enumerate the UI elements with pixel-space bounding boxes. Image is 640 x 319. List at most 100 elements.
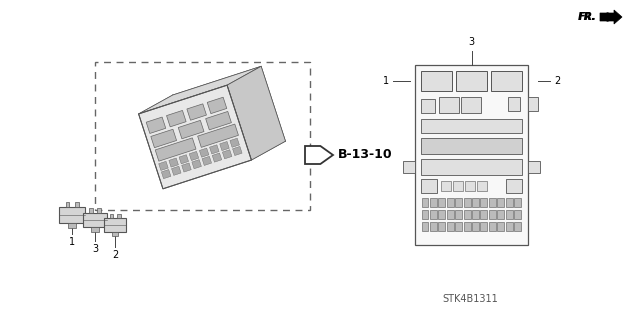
Polygon shape (155, 138, 196, 161)
Bar (481, 198, 487, 207)
Polygon shape (172, 166, 181, 175)
Polygon shape (139, 66, 261, 114)
Bar (465, 181, 475, 191)
Bar (441, 181, 451, 191)
Bar (112, 232, 118, 236)
Bar (422, 210, 428, 219)
Polygon shape (161, 170, 171, 179)
Polygon shape (227, 66, 285, 160)
Bar (489, 198, 496, 207)
Polygon shape (305, 146, 333, 164)
Bar (421, 119, 522, 133)
Bar (422, 198, 428, 207)
Bar (438, 222, 445, 231)
Bar (430, 210, 437, 219)
Bar (89, 208, 93, 213)
Bar (92, 227, 99, 232)
Bar (514, 222, 521, 231)
Bar (447, 222, 454, 231)
Bar (463, 210, 470, 219)
Bar (403, 161, 415, 173)
Bar (455, 222, 462, 231)
Polygon shape (209, 145, 219, 154)
Bar (461, 97, 481, 113)
Polygon shape (179, 155, 189, 164)
Bar (489, 210, 496, 219)
Bar (438, 210, 445, 219)
Text: STK4B1311: STK4B1311 (442, 294, 498, 304)
Polygon shape (200, 148, 209, 157)
Bar (447, 198, 454, 207)
Polygon shape (139, 85, 252, 189)
Bar (438, 198, 445, 207)
Polygon shape (232, 146, 242, 156)
Bar (68, 223, 76, 228)
Bar (439, 97, 459, 113)
Bar (422, 222, 428, 231)
Bar (506, 210, 513, 219)
Polygon shape (166, 110, 186, 127)
Text: 1: 1 (69, 237, 75, 247)
Text: FR.: FR. (579, 12, 597, 22)
Text: 2: 2 (112, 250, 118, 260)
Bar (109, 214, 113, 219)
Polygon shape (205, 111, 232, 130)
Bar (472, 222, 479, 231)
Bar (506, 179, 522, 193)
Bar (506, 222, 513, 231)
Bar (430, 222, 437, 231)
Text: 3: 3 (92, 244, 98, 254)
Text: 3: 3 (468, 37, 475, 47)
Bar (514, 210, 521, 219)
Bar (421, 179, 437, 193)
Bar (430, 198, 437, 207)
Polygon shape (230, 138, 239, 147)
Bar (104, 219, 126, 232)
Text: B-13-10: B-13-10 (338, 149, 392, 161)
Bar (481, 222, 487, 231)
Bar (83, 213, 107, 227)
Polygon shape (198, 124, 239, 147)
Polygon shape (187, 104, 207, 120)
Polygon shape (207, 97, 227, 114)
Bar (75, 202, 79, 207)
Polygon shape (178, 120, 204, 139)
Bar (528, 161, 540, 173)
Bar (497, 222, 504, 231)
Bar (421, 138, 522, 154)
Bar (472, 210, 479, 219)
Bar (421, 71, 452, 91)
Bar (59, 207, 85, 223)
Polygon shape (220, 142, 229, 151)
Bar (506, 198, 513, 207)
Bar (117, 214, 120, 219)
Bar (65, 202, 69, 207)
Bar (455, 210, 462, 219)
Bar (421, 99, 435, 113)
Bar (455, 198, 462, 207)
Bar (491, 71, 522, 91)
Bar (497, 210, 504, 219)
Bar (463, 222, 470, 231)
Bar (528, 97, 538, 111)
Bar (447, 210, 454, 219)
Polygon shape (600, 10, 622, 24)
Polygon shape (189, 152, 199, 160)
Bar (477, 181, 487, 191)
Bar (481, 210, 487, 219)
Polygon shape (212, 153, 221, 162)
Bar (508, 97, 520, 111)
Bar (415, 65, 528, 245)
Bar (95, 62, 310, 210)
Polygon shape (202, 156, 212, 166)
Polygon shape (182, 163, 191, 172)
Bar (497, 198, 504, 207)
Text: 2: 2 (554, 76, 560, 86)
Polygon shape (159, 161, 168, 170)
Bar (453, 181, 463, 191)
Text: FR.: FR. (578, 12, 596, 22)
Bar (463, 198, 470, 207)
Bar (456, 71, 487, 91)
Bar (472, 198, 479, 207)
Text: 1: 1 (383, 76, 389, 86)
